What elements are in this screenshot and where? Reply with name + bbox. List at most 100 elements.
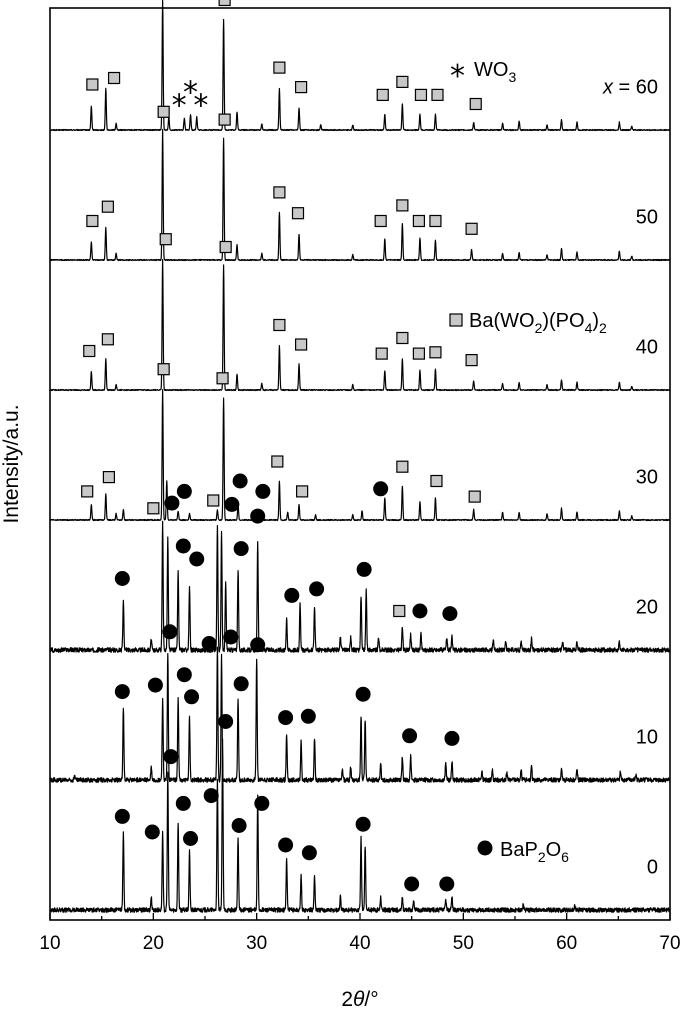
bwp-peak-square [414,88,428,102]
bwp-peak-square [429,214,442,228]
legend-wo3: * WO3 [450,59,516,94]
bwp-peak-square [431,88,444,102]
bwp-peak-square [207,494,220,507]
series-label: 50 [636,207,658,229]
bpo-peak-circle [439,876,455,892]
legend-bwp-square-icon [449,313,463,327]
bwp-peak-square [216,372,229,385]
bpo-peak-circle [162,624,178,640]
bpo-peak-circle [250,508,266,524]
x-tick-label: 30 [246,933,267,954]
bpo-peak-circle [147,677,163,693]
bpo-peak-circle [284,587,300,603]
bpo-peak-circle [189,551,205,567]
series-label: 0 [647,857,658,879]
bpo-peak-circle [278,710,294,726]
bwp-peak-square [412,214,425,228]
bwp-peak-square [374,214,387,228]
bwp-peak-square [393,604,406,618]
series-trace [49,128,671,262]
bwp-peak-square [412,347,425,360]
bpo-peak-circle [233,676,249,692]
bpo-peak-circle [164,495,180,511]
bwp-peak-square [375,347,388,360]
bpo-peak-circle [201,636,217,651]
series-trace [49,258,671,392]
x-tick-label: 10 [39,933,60,954]
legend-bpo: BaP2O6 [477,839,569,865]
bpo-peak-circle [175,538,191,554]
bpo-peak-circle [254,795,270,811]
bwp-peak-square [83,344,96,358]
bwp-peak-square [469,97,482,111]
bpo-peak-circle [442,606,458,622]
bpo-peak-circle [355,816,371,832]
bpo-peak-circle [114,571,130,586]
bwp-peak-square [396,199,409,212]
bwp-peak-square [218,113,231,126]
bwp-peak-square [296,485,309,498]
bwp-peak-square [465,222,478,235]
bwp-peak-square [376,88,389,102]
y-axis-title: Intensity/a.u. [0,404,23,523]
bwp-peak-square [273,61,286,74]
bwp-peak-square [81,485,94,498]
legend-bwp-label: Ba(WO2)(PO4)2 [469,310,607,336]
bwp-peak-square [157,105,170,118]
bpo-peak-circle [412,603,428,619]
series-trace [49,646,671,783]
bwp-peak-square [102,471,116,484]
traces-layer [49,0,671,913]
bpo-peak-circle [176,483,192,499]
x-tick-label: 40 [349,933,370,954]
bpo-peak-circle [218,714,234,729]
bwp-peak-square [429,346,442,359]
x-tick-label: 20 [143,933,164,954]
bpo-peak-circle [232,473,248,489]
bpo-peak-circle [250,637,266,653]
bpo-peak-circle [255,483,271,499]
bwp-peak-square [396,75,409,89]
bpo-peak-circle [224,496,240,512]
bpo-peak-circle [163,749,179,765]
series-label: 20 [636,597,658,619]
legend-wo3-label: WO3 [474,59,516,85]
bwp-peak-square [468,490,481,503]
series-trace [49,0,671,132]
bpo-peak-circle [203,788,219,804]
series-label: 40 [636,337,658,359]
bwp-peak-square [86,214,99,228]
legend-bpo-circle-icon [477,840,493,856]
bpo-peak-circle [183,831,199,846]
bwp-peak-square [273,318,286,332]
bpo-peak-circle [402,728,418,744]
series-label: 30 [636,467,658,489]
bpo-peak-circle [114,684,130,700]
bpo-peak-circle [444,730,460,746]
bpo-peak-circle [355,686,371,702]
x-axis-title: 2θ/° [341,988,378,1011]
legend-bwp: Ba(WO2)(PO4)2 [449,310,607,336]
x-tick-label: 60 [556,933,577,954]
bpo-peak-circle [184,689,200,705]
bwp-peak-square [271,455,284,468]
bpo-peak-circle [176,667,192,683]
bwp-peak-square [295,338,308,351]
bwp-peak-square [291,207,305,220]
bpo-peak-circle [231,818,247,833]
bwp-peak-square [219,240,232,254]
bwp-peak-square [273,186,286,199]
series-trace [49,520,671,653]
bwp-peak-square [107,71,121,85]
legend-wo3-star-icon: * [450,59,465,94]
bwp-peak-square [157,363,170,376]
series-labels: x = 60 50 40 30 20 10 0 [602,77,658,879]
bwp-peak-square [101,200,114,213]
bpo-peak-circle [356,561,372,577]
bwp-peak-square [159,233,172,246]
series-label: x = 60 [602,77,658,99]
bwp-peak-square [147,502,160,515]
x-tick-label: 70 [659,933,680,954]
plot-frame [49,7,671,921]
